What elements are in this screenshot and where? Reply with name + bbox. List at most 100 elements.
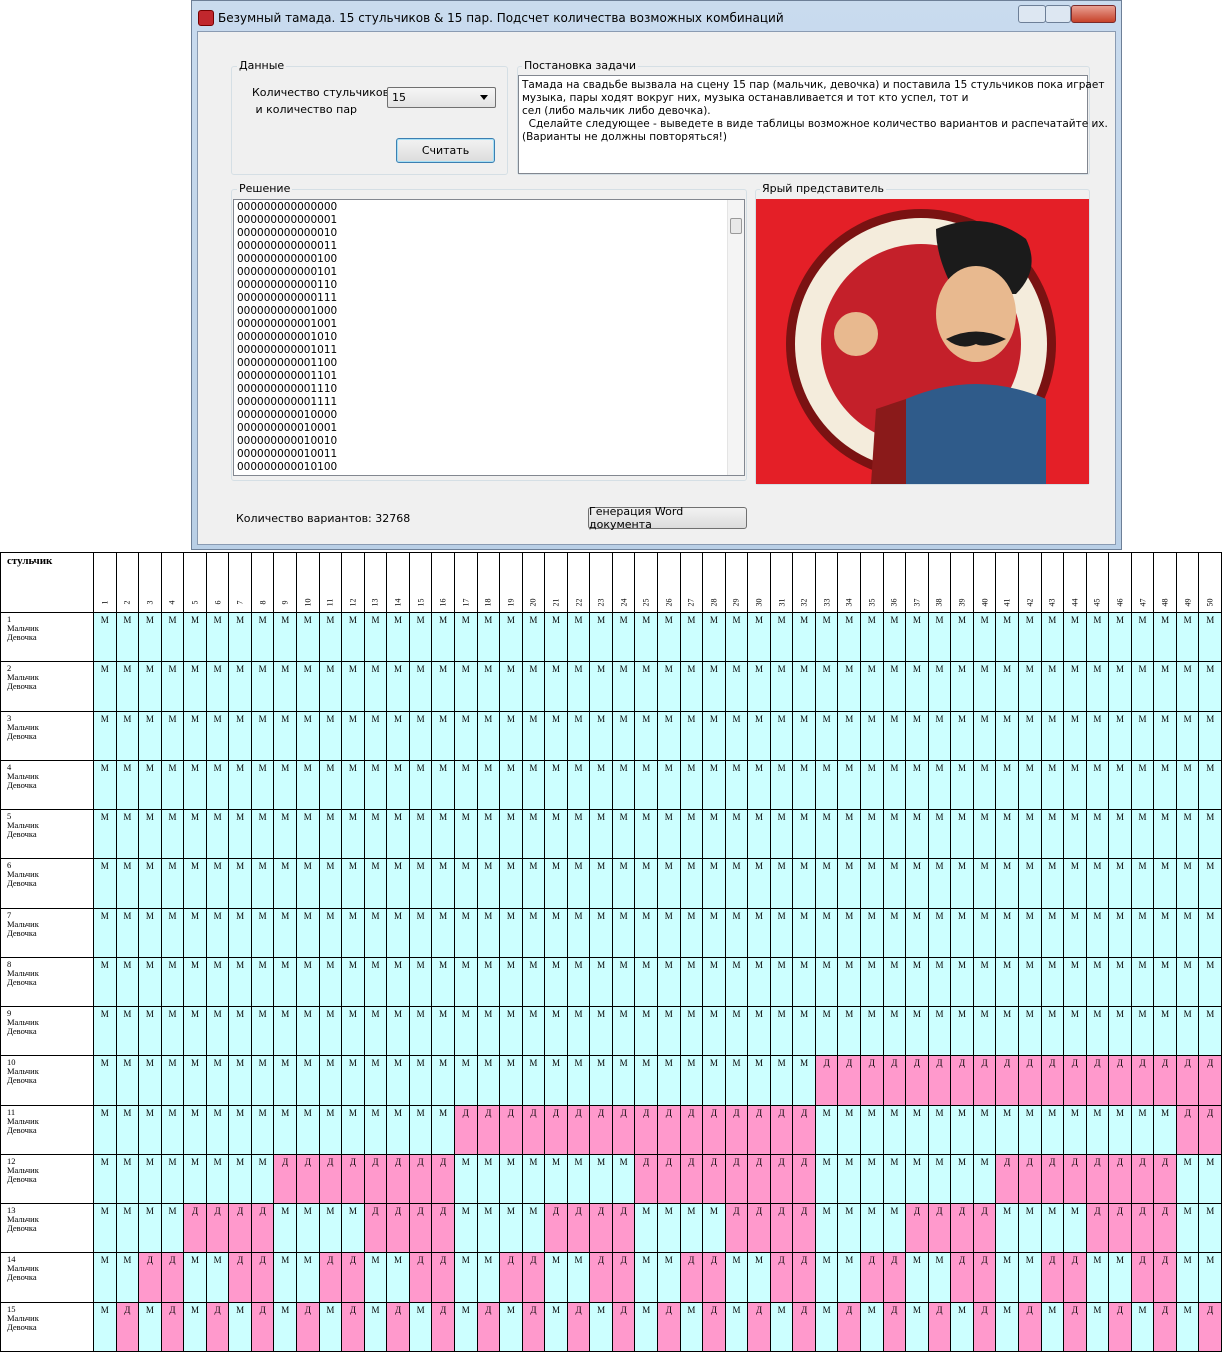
cell: М [116,1105,140,1155]
cell: М [838,1105,862,1155]
cell: М [387,1253,410,1303]
cell: М [793,908,816,958]
column-header: 30 [748,553,771,613]
column-header: 44 [1064,553,1087,613]
word-button[interactable]: Генерация Word документа [588,505,747,531]
column-number: 48 [1160,598,1170,607]
cell: М [590,613,613,663]
cell: М [951,613,974,663]
column-header: 15 [409,553,433,613]
cell: М [815,1302,839,1352]
cell: Д [748,1204,771,1254]
cell: М [928,1154,952,1205]
cell: М [161,810,185,860]
cell: М [545,662,568,712]
cell: М [342,957,365,1008]
cell: М [815,859,839,909]
cell: М [703,859,726,909]
task-textbox[interactable]: Тамада на свадьбе вызвала на сцену 15 па… [518,75,1108,174]
cell: М [658,613,681,663]
cell: М [680,908,704,958]
cell: Д [297,1154,320,1205]
cell: М [770,859,794,909]
cell: М [658,1007,681,1057]
cell: М [658,957,681,1008]
cell: М [1086,957,1110,1008]
group-title: Постановка задачи [522,59,639,72]
cell: М [928,613,952,663]
cell: М [725,810,749,860]
column-number: 4 [167,600,177,605]
cell: М [139,1105,162,1155]
cell: М [342,1007,365,1057]
cell: М [1154,957,1177,1008]
row-number: 3 [7,712,12,723]
cell: М [432,1105,455,1155]
cell: М [1041,1105,1065,1155]
solution-listbox[interactable]: 000000000000000 000000000000001 0000000000… [233,199,745,476]
cell: М [387,662,410,712]
close-button[interactable] [1071,5,1116,23]
variants-table: стульчик 1 2 3 4 5 6 7 8 9 10 11 12 13 14 15 16 17 18 19 20 2… [0,552,1222,1352]
cell: М [161,1007,185,1057]
cell: Д [161,1253,185,1303]
cell: Д [1041,1154,1065,1205]
cell: М [1018,957,1042,1008]
cell: М [1131,662,1155,712]
cell: М [409,662,433,712]
cell: М [500,1007,523,1057]
minimize-button[interactable] [1018,5,1046,23]
cell: Д [500,1105,523,1155]
cell: М [861,1204,884,1254]
maximize-button[interactable] [1045,5,1071,23]
cell: М [861,810,884,860]
cell: М [1176,957,1200,1008]
cell: М [274,662,298,712]
cell: М [973,1154,997,1205]
cell: Д [229,1253,252,1303]
row-label: Девочка [7,730,37,741]
cell: М [590,711,613,761]
cell: М [815,1007,839,1057]
cell: М [94,711,117,761]
column-number: 24 [619,598,629,607]
row-label: Мальчик [7,1017,39,1028]
scrollbar[interactable] [727,200,744,475]
cell: Д [906,1056,929,1106]
scroll-thumb[interactable] [730,218,742,234]
column-number: 7 [235,600,245,605]
cell: М [883,662,907,712]
cell: М [319,1056,343,1106]
cell: М [94,957,117,1008]
cell: М [229,711,252,761]
solution-line: 000000000000100 [237,253,338,265]
column-header: 19 [500,553,523,613]
cell: Д [861,1056,884,1106]
cell: М [432,613,455,663]
cell: М [545,859,568,909]
cell: М [770,810,794,860]
cell: М [1064,662,1087,712]
cell: М [906,1154,929,1205]
solution-line: 000000000001111 [237,396,338,408]
cell: М [883,957,907,1008]
cell: М [545,711,568,761]
combo-box[interactable]: 15 [387,87,496,108]
count-button[interactable]: Считать [396,138,495,163]
cell: М [454,1302,478,1352]
cell: М [703,662,726,712]
cell: Д [432,1204,455,1254]
cell: М [793,662,816,712]
cell: М [522,810,546,860]
cell: М [1064,859,1087,909]
cell: Д [590,1253,613,1303]
column-header: 48 [1154,553,1177,613]
cell: М [184,1056,207,1106]
cell: М [206,760,230,811]
cell: М [1176,1253,1200,1303]
cell: М [1109,711,1132,761]
cell: М [454,1253,478,1303]
solution-line: 000000000010000 [237,409,338,421]
cell: М [161,859,185,909]
